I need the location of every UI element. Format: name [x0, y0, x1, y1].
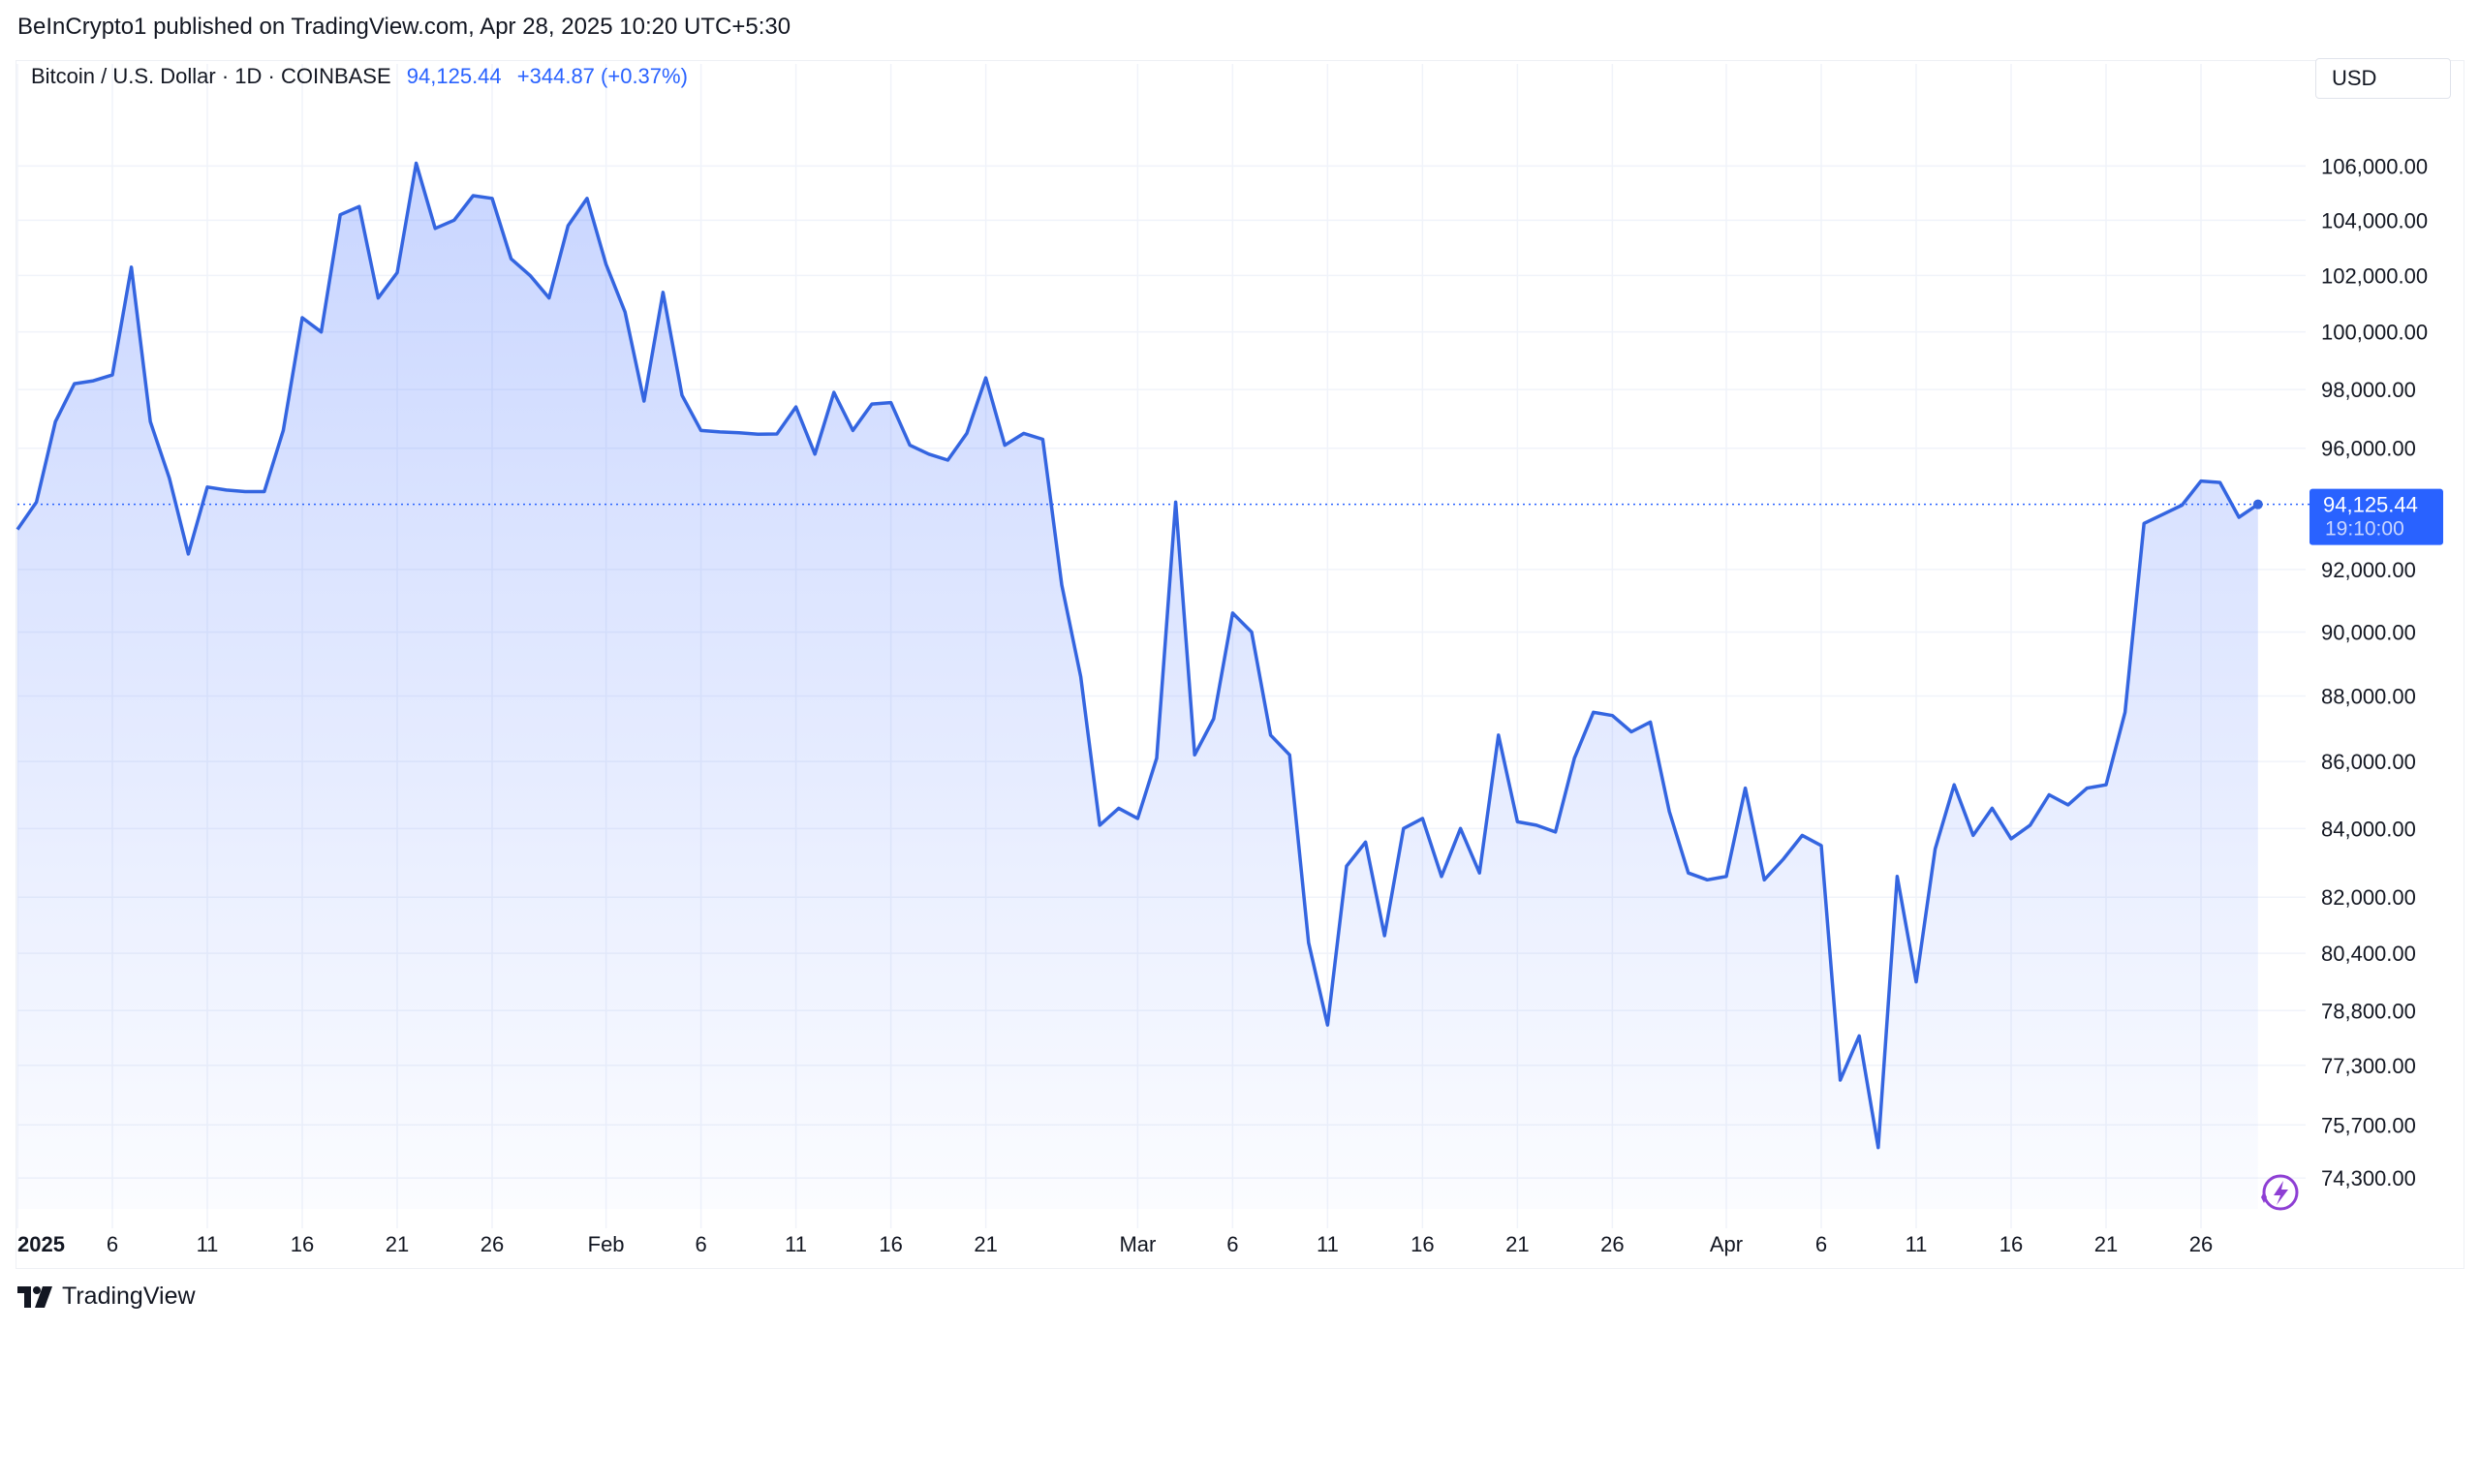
price-line [16, 161, 2259, 1150]
x-tick-label: 16 [1410, 1232, 1434, 1256]
y-tick-label: 96,000.00 [2321, 437, 2416, 461]
x-tick-label: 21 [386, 1232, 409, 1256]
y-tick-label: 74,300.00 [2321, 1166, 2416, 1190]
x-tick-label: 16 [291, 1232, 314, 1256]
x-tick-label: 6 [1815, 1232, 1827, 1256]
x-tick-label: 16 [2000, 1232, 2023, 1256]
x-tick-label: 26 [480, 1232, 504, 1256]
y-tick-label: 86,000.00 [2321, 750, 2416, 774]
lightning-sparkle-icon[interactable] [2261, 1174, 2299, 1211]
x-tick-label: 21 [1505, 1232, 1529, 1256]
y-tick-label: 98,000.00 [2321, 378, 2416, 402]
x-tick-label: 6 [107, 1232, 118, 1256]
x-tick-label: 11 [197, 1232, 219, 1256]
x-tick-label: 6 [1226, 1232, 1238, 1256]
price-badge-bg [2310, 488, 2443, 545]
x-tick-label: 11 [785, 1232, 807, 1256]
y-tick-label: 80,400.00 [2321, 942, 2416, 966]
y-tick-label: 106,000.00 [2321, 154, 2428, 178]
y-tick-label: 100,000.00 [2321, 321, 2428, 345]
x-tick-label: Apr [1710, 1232, 1743, 1256]
legend-change: +344.87 (+0.37%) [516, 64, 688, 88]
y-tick-label: 92,000.00 [2321, 558, 2416, 582]
chart-legend: Bitcoin / U.S. Dollar · 1D · COINBASE 94… [31, 64, 688, 89]
price-badge-countdown: 19:10:00 [2325, 518, 2404, 541]
tradingview-footer[interactable]: TradingView [17, 1283, 196, 1311]
y-tick-label: 88,000.00 [2321, 685, 2416, 709]
chart-frame [16, 60, 2464, 1269]
y-tick-label: 84,000.00 [2321, 817, 2416, 841]
x-tick-label: 11 [1317, 1232, 1339, 1256]
price-badge-value: 94,125.44 [2323, 493, 2418, 517]
tradingview-logo-icon [17, 1285, 52, 1308]
legend-price: 94,125.44 [406, 64, 502, 88]
x-tick-label: 16 [879, 1232, 902, 1256]
x-tick-label: 21 [974, 1232, 997, 1256]
y-tick-label: 90,000.00 [2321, 620, 2416, 644]
x-tick-label: 26 [1600, 1232, 1624, 1256]
y-tick-label: 77,300.00 [2321, 1054, 2416, 1078]
last-price-dot [2252, 499, 2263, 510]
x-tick-label: 2025 [17, 1232, 65, 1256]
symbol-description: Bitcoin / U.S. Dollar · 1D · COINBASE [31, 64, 391, 88]
tradingview-brand: TradingView [62, 1283, 196, 1310]
currency-button[interactable]: USD [2315, 58, 2451, 99]
y-tick-label: 82,000.00 [2321, 885, 2416, 910]
y-tick-label: 104,000.00 [2321, 208, 2428, 232]
x-tick-label: 26 [2189, 1232, 2213, 1256]
y-tick-label: 75,700.00 [2321, 1113, 2416, 1137]
price-area-fill [17, 163, 2258, 1209]
x-tick-label: Feb [588, 1232, 625, 1256]
x-tick-label: 6 [695, 1232, 706, 1256]
y-tick-label: 102,000.00 [2321, 263, 2428, 288]
x-tick-label: Mar [1119, 1232, 1156, 1256]
published-line: BeInCrypto1 published on TradingView.com… [17, 14, 791, 40]
y-tick-label: 78,800.00 [2321, 999, 2416, 1023]
x-tick-label: 21 [2094, 1232, 2118, 1256]
x-tick-label: 11 [1906, 1232, 1928, 1256]
